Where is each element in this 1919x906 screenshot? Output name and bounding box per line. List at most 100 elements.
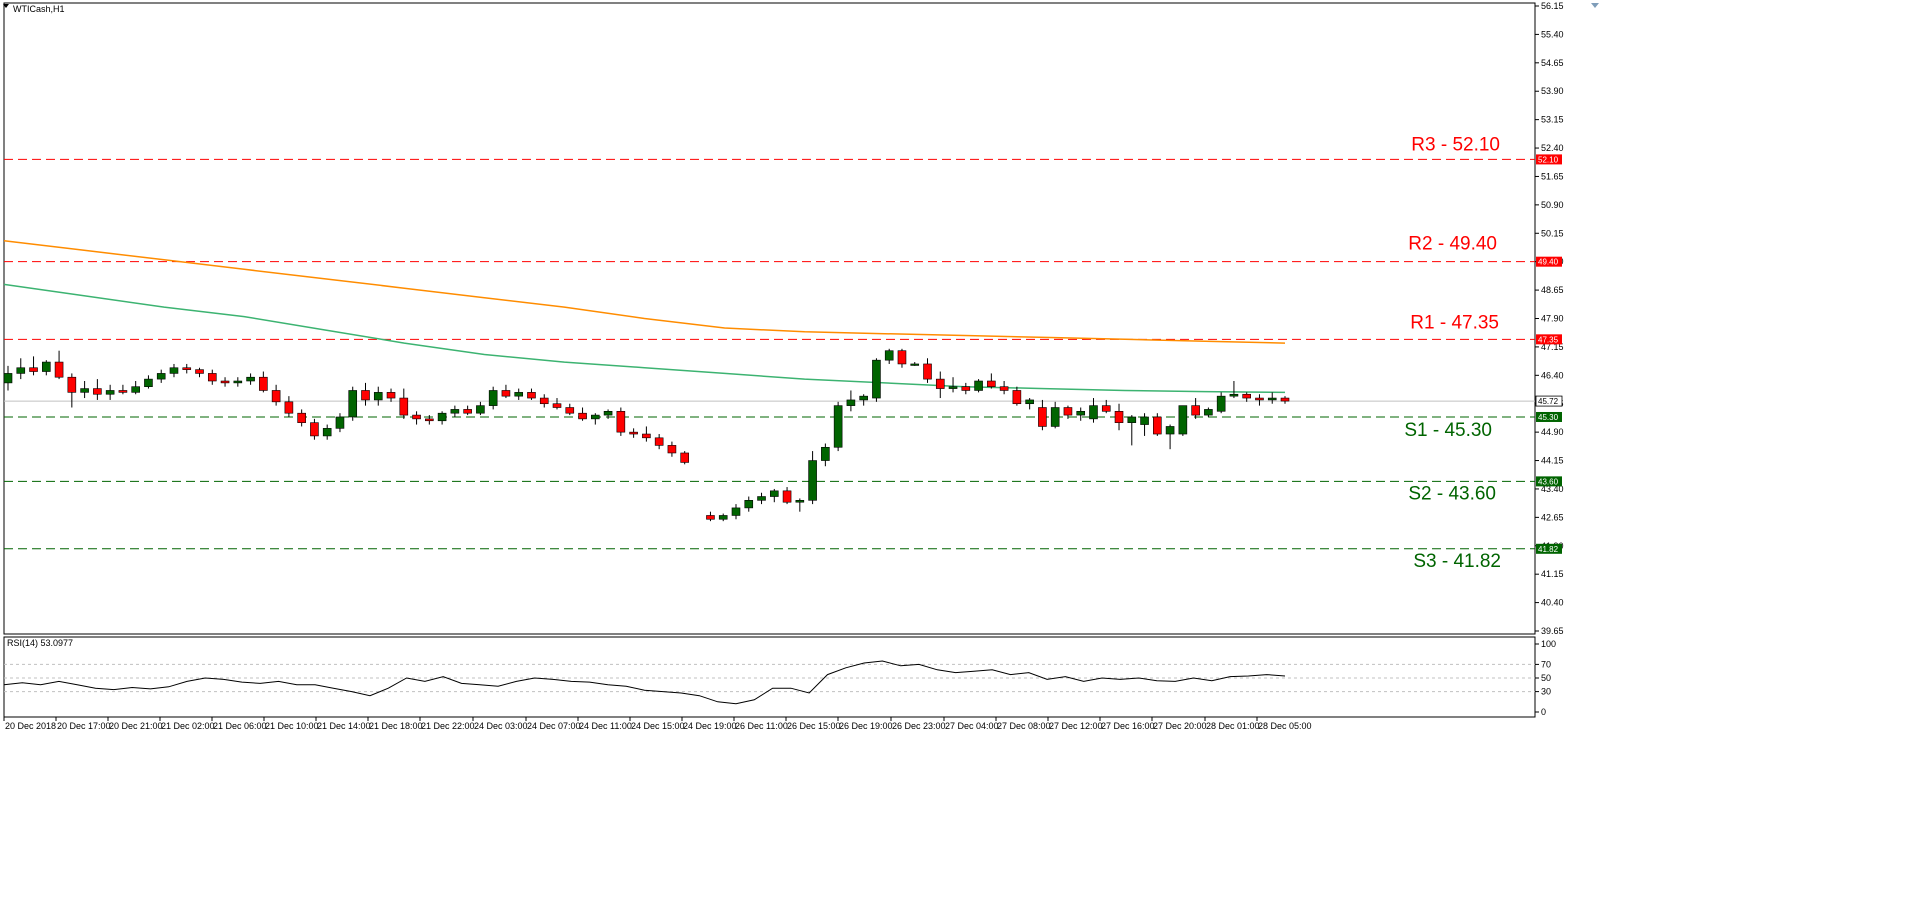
candlestick-series bbox=[3, 348, 1290, 522]
candle-body bbox=[195, 369, 204, 374]
price-tick-label: 51.65 bbox=[1541, 171, 1564, 181]
candle-body bbox=[284, 401, 294, 414]
time-tick-label: 27 Dec 16:00 bbox=[1101, 721, 1155, 731]
candle-body bbox=[105, 390, 115, 395]
candle-body bbox=[1025, 399, 1034, 405]
candle-body bbox=[437, 412, 447, 422]
candle-body bbox=[731, 507, 741, 516]
shift-marker-icon[interactable] bbox=[1591, 3, 1599, 8]
candle-body bbox=[603, 411, 613, 416]
price-tick-label: 47.15 bbox=[1541, 342, 1564, 352]
candle-body bbox=[488, 390, 498, 406]
support-resistance-levels: R3 - 52.10 52.10 R2 - 49.40 49.40 R1 - 47.35… bbox=[4, 134, 1563, 572]
candle-body bbox=[808, 460, 817, 501]
time-tick-label: 20 Dec 21:00 bbox=[109, 721, 163, 731]
time-tick-label: 21 Dec 14:00 bbox=[317, 721, 371, 731]
candle-body bbox=[948, 386, 958, 389]
candle-body bbox=[386, 392, 396, 399]
candle-body bbox=[974, 380, 983, 391]
candle-body bbox=[757, 496, 766, 501]
level-price-tag-text: 41.82 bbox=[1538, 545, 1559, 554]
price-panel-frame bbox=[3, 2, 1536, 635]
level-price-tag-text: 45.30 bbox=[1538, 413, 1559, 422]
ma-slow-line bbox=[3, 240, 1286, 344]
candle-body bbox=[1089, 405, 1098, 420]
current-price-tag-text: 45.72 bbox=[1538, 397, 1559, 406]
candle-body bbox=[910, 363, 920, 366]
level-price-tag-s1 bbox=[1536, 411, 1562, 422]
chart-frames bbox=[3, 2, 1536, 718]
candle-body bbox=[144, 378, 153, 387]
price-tick-label: 39.65 bbox=[1541, 626, 1564, 636]
time-tick-label: 28 Dec 05:00 bbox=[1258, 721, 1312, 731]
price-tick-label: 44.90 bbox=[1541, 427, 1564, 437]
price-tick-label: 53.15 bbox=[1541, 115, 1564, 125]
time-tick-label: 24 Dec 07:00 bbox=[527, 721, 581, 731]
candle-body bbox=[169, 367, 179, 374]
candle-body bbox=[565, 407, 575, 414]
moving-averages bbox=[3, 240, 1286, 394]
candle-body bbox=[884, 350, 894, 361]
candle-body bbox=[54, 361, 64, 378]
chevron-down-icon[interactable] bbox=[3, 4, 9, 8]
candle-body bbox=[463, 409, 472, 414]
level-price-tag-s3 bbox=[1536, 543, 1562, 554]
time-tick-label: 27 Dec 20:00 bbox=[1153, 721, 1207, 731]
candle-body bbox=[769, 490, 779, 497]
candle-body bbox=[335, 416, 345, 429]
time-tick-label: 24 Dec 15:00 bbox=[631, 721, 685, 731]
level-price-tag-text: 43.60 bbox=[1538, 477, 1559, 486]
candle-body bbox=[156, 373, 166, 380]
candle-body bbox=[348, 390, 358, 418]
candle-body bbox=[935, 378, 945, 389]
candle-body bbox=[718, 515, 728, 520]
candle-body bbox=[859, 395, 868, 401]
level-price-tag-r1 bbox=[1536, 334, 1562, 345]
candle-body bbox=[744, 500, 754, 509]
candle-body bbox=[514, 392, 524, 397]
price-tick-label: 47.90 bbox=[1541, 314, 1564, 324]
candle-body bbox=[118, 390, 128, 393]
candle-body bbox=[821, 446, 830, 461]
level-label-r1: R1 - 47.35 bbox=[1410, 312, 1499, 333]
level-label-s1: S1 - 45.30 bbox=[1404, 420, 1492, 441]
price-tick-label: 48.65 bbox=[1541, 285, 1564, 295]
candle-body bbox=[131, 386, 140, 393]
candle-body bbox=[654, 437, 664, 446]
time-tick-label: 20 Dec 2018 bbox=[5, 721, 56, 731]
candle-body bbox=[399, 397, 409, 416]
time-tick-label: 26 Dec 19:00 bbox=[839, 721, 893, 731]
price-tick-label: 52.40 bbox=[1541, 143, 1564, 153]
candle-body bbox=[987, 380, 996, 387]
rsi-tick-label: 0 bbox=[1541, 707, 1546, 717]
price-tick-label: 44.15 bbox=[1541, 456, 1564, 466]
rsi-title: RSI(14) 53.0977 bbox=[7, 638, 73, 648]
time-tick-label: 28 Dec 01:00 bbox=[1206, 721, 1260, 731]
candle-body bbox=[501, 390, 511, 397]
level-label-s2: S2 - 43.60 bbox=[1408, 483, 1496, 504]
level-price-tag-r2 bbox=[1536, 256, 1562, 267]
time-tick-label: 24 Dec 19:00 bbox=[683, 721, 737, 731]
rsi-panel: RSI(14) 53.0977 100 70 50 30 0 bbox=[3, 638, 1556, 717]
candle-body bbox=[259, 376, 268, 391]
price-tick-label: 55.40 bbox=[1541, 29, 1564, 39]
price-tick-label: 56.15 bbox=[1541, 1, 1564, 11]
candle-body bbox=[297, 412, 306, 423]
candle-body bbox=[42, 361, 51, 372]
level-label-s3: S3 - 41.82 bbox=[1413, 551, 1501, 572]
candle-body bbox=[1114, 411, 1124, 423]
price-tick-label: 43.40 bbox=[1541, 484, 1564, 494]
candle-body bbox=[1076, 411, 1086, 416]
candle-body bbox=[16, 367, 26, 374]
symbol-label: WTICash,H1 bbox=[13, 4, 65, 14]
candle-body bbox=[3, 373, 13, 384]
candle-body bbox=[373, 392, 383, 401]
time-tick-label: 26 Dec 23:00 bbox=[892, 721, 946, 731]
candle-body bbox=[1280, 397, 1290, 402]
candle-body bbox=[629, 431, 638, 435]
candle-body bbox=[1050, 407, 1060, 427]
time-tick-label: 21 Dec 06:00 bbox=[213, 721, 267, 731]
candle-body bbox=[412, 414, 421, 420]
